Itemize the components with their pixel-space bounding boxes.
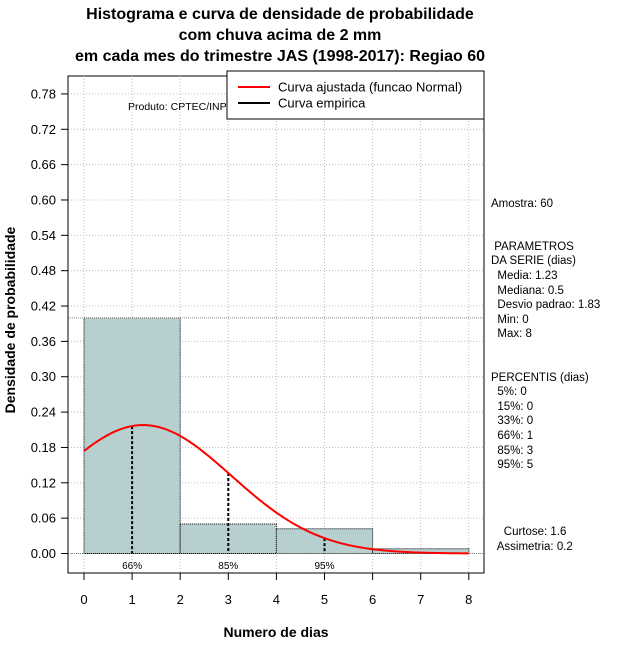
stat-max: Max: 8 <box>491 328 532 341</box>
legend: Curva ajustada (funcao Normal) Curva emp… <box>226 70 485 120</box>
stat-skewness: Assimetria: 0.2 <box>491 540 573 553</box>
stats-panel: Amostra: 60 PARAMETROS DA SERIE (dias) Me… <box>491 182 600 583</box>
x-tick-label-2: 2 <box>177 592 184 607</box>
stat-p15: 15%: 0 <box>491 400 534 413</box>
x-tick-label-3: 3 <box>225 592 232 607</box>
percentile-markers: 66% 85% 95% <box>122 426 335 572</box>
stat-min: Min: 0 <box>491 313 529 326</box>
y-tick-label-1: 0.06 <box>31 511 56 526</box>
x-tick-label-7: 7 <box>417 592 424 607</box>
y-tick-label-3: 0.18 <box>31 440 56 455</box>
x-axis-label: Numero de dias <box>223 624 329 640</box>
percentiles-title: PERCENTIS (dias) <box>491 371 589 384</box>
y-tick-label-0: 0.00 <box>31 546 56 561</box>
percentile-label-95%: 95% <box>314 561 334 572</box>
stat-median: Mediana: 0.5 <box>491 284 564 297</box>
legend-fitted-label: Curva ajustada (funcao Normal) <box>278 80 462 95</box>
stat-p33: 33%: 0 <box>491 415 534 428</box>
stat-kurtosis: Curtose: 1.6 <box>491 526 567 539</box>
credit-text: Produto: CPTEC/INPE <box>128 101 234 113</box>
percentile-label-66%: 66% <box>122 561 142 572</box>
y-tick-label-4: 0.24 <box>31 405 56 420</box>
y-tick-label-6: 0.36 <box>31 334 56 349</box>
x-tick-label-6: 6 <box>369 592 376 607</box>
y-tick-label-13: 0.78 <box>31 86 56 101</box>
y-tick-label-5: 0.30 <box>31 369 56 384</box>
legend-empirical-label: Curva empirica <box>278 96 366 111</box>
legend-box <box>226 70 485 120</box>
stat-mean: Media: 1.23 <box>491 269 558 282</box>
chart-title-line-1: Histograma e curva de densidade de proba… <box>86 6 474 23</box>
chart-title-line-2: com chuva acima de 2 mm <box>178 27 382 44</box>
x-tick-label-8: 8 <box>465 592 472 607</box>
x-tick-label-4: 4 <box>273 592 280 607</box>
x-tick-label-0: 0 <box>80 592 87 607</box>
fitted-normal-curve <box>83 424 469 555</box>
params-title-1: PARAMETROS <box>491 240 574 253</box>
histogram-bar-3 <box>372 548 470 554</box>
percentile-label-85%: 85% <box>218 561 238 572</box>
curves <box>83 424 469 555</box>
stat-sd: Desvio padrao: 1.83 <box>491 299 601 312</box>
axes: 0 1 2 3 4 5 6 7 8 0.00 0.06 0.12 0.18 0.24 0.30 0.36 0.4… <box>31 86 473 607</box>
y-axis-label: Densidade de probabilidade <box>2 226 18 414</box>
chart-title: Histograma e curva de densidade de proba… <box>0 4 560 67</box>
stat-p85: 85%: 3 <box>491 444 534 457</box>
params-title-2: DA SERIE (dias) <box>491 255 576 268</box>
y-tick-label-10: 0.60 <box>31 192 56 207</box>
stat-sample: Amostra: 60 <box>491 197 553 210</box>
y-tick-label-12: 0.72 <box>31 122 56 137</box>
x-tick-label-5: 5 <box>321 592 328 607</box>
y-tick-label-8: 0.48 <box>31 263 56 278</box>
y-tick-label-2: 0.12 <box>31 475 56 490</box>
reference-lines <box>68 317 484 554</box>
stat-p66: 66%: 1 <box>491 429 534 442</box>
y-tick-label-11: 0.66 <box>31 157 56 172</box>
x-tick-label-1: 1 <box>128 592 135 607</box>
histogram-bars <box>83 317 470 555</box>
y-tick-label-9: 0.54 <box>31 228 56 243</box>
y-tick-label-7: 0.42 <box>31 299 56 314</box>
stat-p5: 5%: 0 <box>491 386 527 399</box>
chart-title-line-3: em cada mes do trimestre JAS (1998-2017)… <box>75 48 485 65</box>
stat-p95: 95%: 5 <box>491 459 534 472</box>
